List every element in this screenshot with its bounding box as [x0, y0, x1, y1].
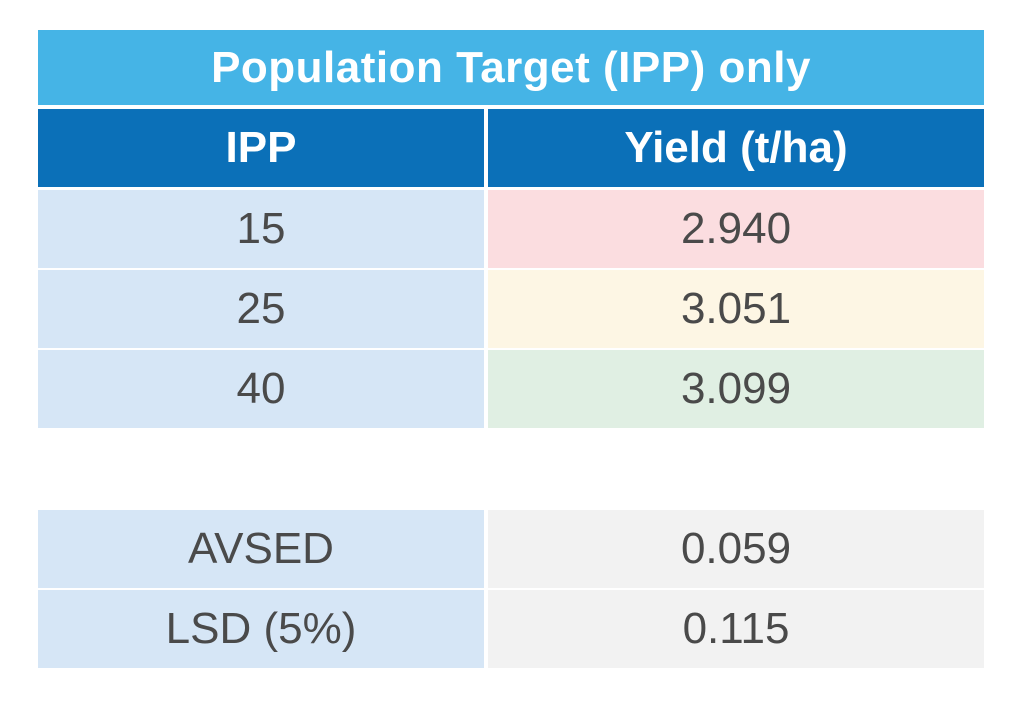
yield-cell: 3.051 — [488, 270, 984, 348]
table-title: Population Target (IPP) only — [38, 30, 984, 105]
ipp-cell: 25 — [38, 270, 484, 348]
ipp-cell: 40 — [38, 350, 484, 428]
header-ipp: IPP — [38, 109, 484, 187]
ipp-cell: 15 — [38, 190, 484, 268]
table-row: 15 2.940 — [38, 190, 984, 268]
stat-label-avsed: AVSED — [38, 510, 484, 588]
stat-label-lsd: LSD (5%) — [38, 590, 484, 668]
stat-value-avsed: 0.059 — [488, 510, 984, 588]
yield-cell: 3.099 — [488, 350, 984, 428]
header-yield: Yield (t/ha) — [488, 109, 984, 187]
stat-value-lsd: 0.115 — [488, 590, 984, 668]
header-row: IPP Yield (t/ha) — [38, 109, 984, 187]
stat-row: AVSED 0.059 — [38, 510, 984, 588]
stat-row: LSD (5%) 0.115 — [38, 590, 984, 668]
table-row: 25 3.051 — [38, 270, 984, 348]
yield-cell: 2.940 — [488, 190, 984, 268]
table-row: 40 3.099 — [38, 350, 984, 428]
